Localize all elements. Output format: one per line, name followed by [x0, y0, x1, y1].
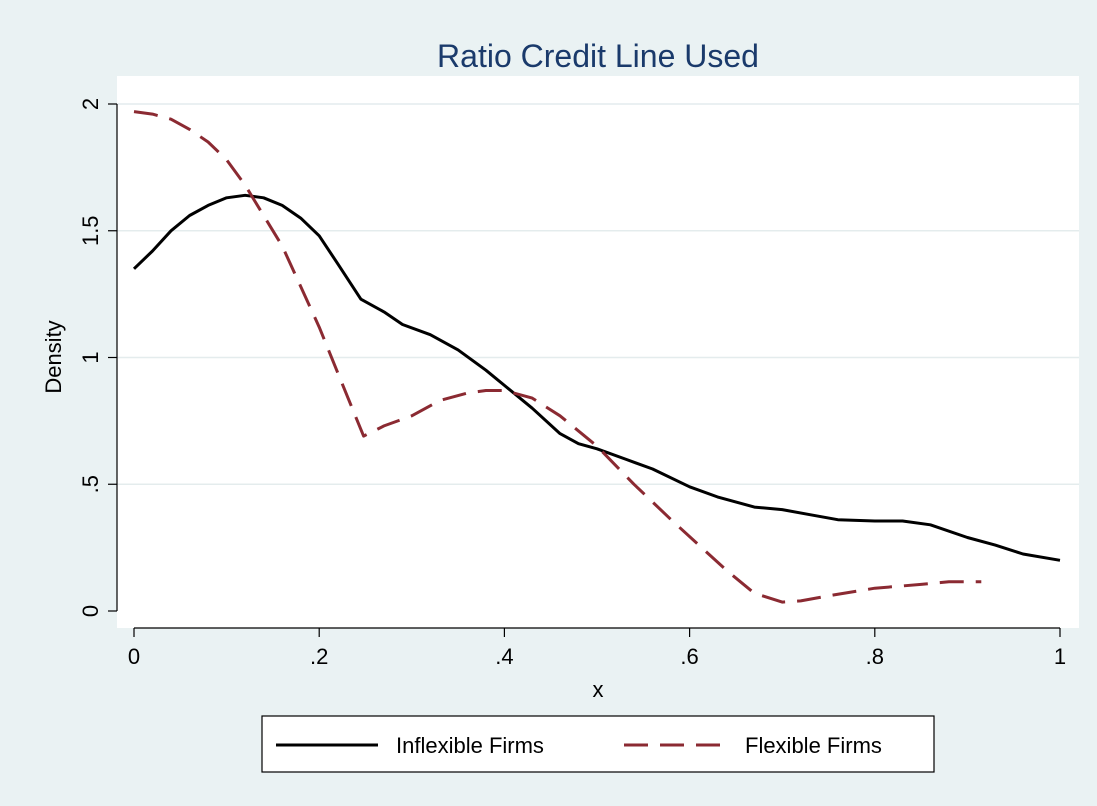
y-tick-label-1: .5: [78, 475, 103, 493]
x-tick-label-3: .6: [680, 644, 698, 669]
series-line-flexible-firms: [133, 110, 982, 604]
y-tick-label-4: 2: [78, 98, 103, 110]
plot-area: [117, 76, 1079, 628]
y-tick-label-3: 1.5: [78, 215, 103, 246]
x-tick-label-0: 0: [128, 644, 140, 669]
axes: 0 .5 1 1.5 2 0 .2 .4 .6 .8 1: [78, 98, 1066, 669]
y-tick-label-2: 1: [78, 351, 103, 363]
x-axis-label: x: [593, 677, 604, 702]
legend: Inflexible Firms Flexible Firms: [261, 715, 935, 773]
x-tick-label-4: .8: [866, 644, 884, 669]
series-lines: [132, 110, 1061, 604]
chart-title: Ratio Credit Line Used: [437, 38, 759, 74]
legend-label-inflexible: Inflexible Firms: [396, 733, 544, 758]
x-tick-label-1: .2: [310, 644, 328, 669]
x-tick-label-2: .4: [495, 644, 513, 669]
x-tick-label-5: 1: [1054, 644, 1066, 669]
y-tick-label-0: 0: [78, 605, 103, 617]
series-line-inflexible-firms: [132, 193, 1061, 562]
grid-lines: [117, 103, 1079, 485]
y-axis-label: Density: [41, 320, 66, 393]
legend-label-flexible: Flexible Firms: [745, 733, 882, 758]
